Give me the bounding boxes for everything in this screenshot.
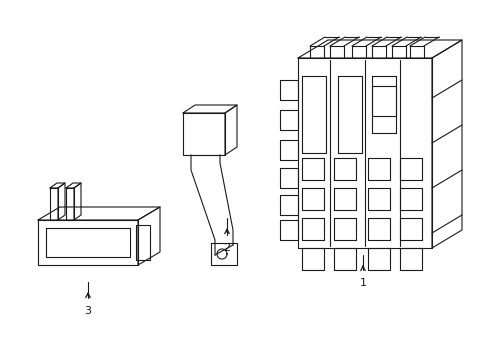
Text: 3: 3 [84,306,91,316]
Text: 2: 2 [223,243,230,253]
Text: 1: 1 [359,278,366,288]
